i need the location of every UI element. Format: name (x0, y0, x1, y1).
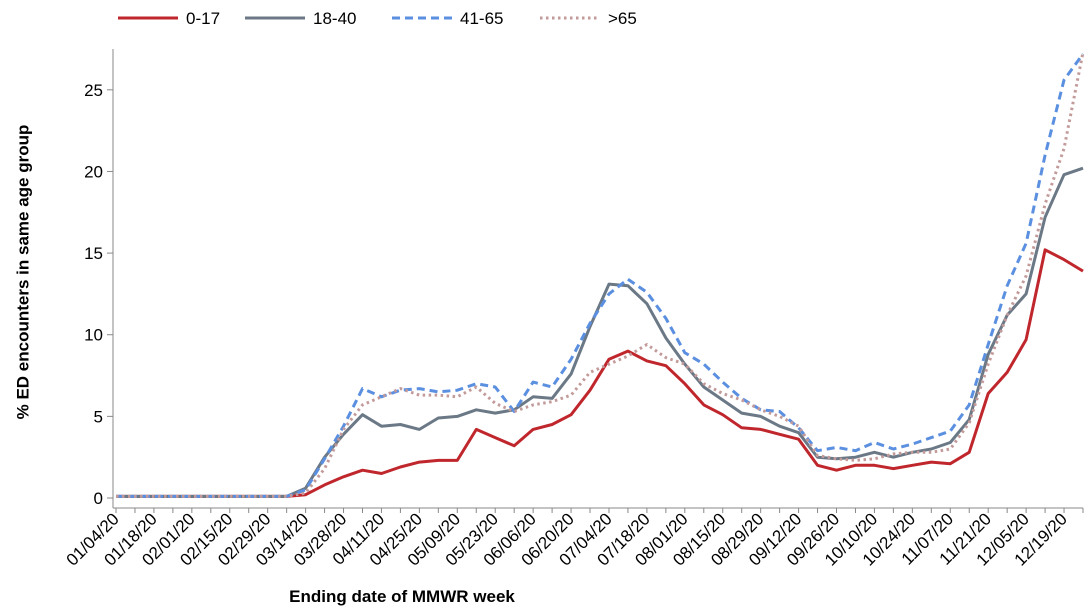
series-line (116, 166, 1084, 498)
y-tick-label: 20 (84, 162, 103, 181)
legend-label: 0-17 (186, 9, 220, 28)
series-line (116, 53, 1085, 498)
y-tick-label: 5 (94, 407, 103, 426)
legend-label: 41-65 (460, 9, 503, 28)
y-tick-label: 10 (84, 326, 103, 345)
series-line (116, 248, 1084, 498)
legend-label: >65 (608, 9, 637, 28)
series-line (116, 52, 1085, 498)
y-tick-label: 25 (84, 81, 103, 100)
y-tick-label: 15 (84, 244, 103, 263)
y-tick-label: 0 (94, 489, 103, 508)
legend-label: 18-40 (313, 9, 356, 28)
y-axis-title: % ED encounters in same age group (13, 125, 32, 420)
x-axis-title: Ending date of MMWR week (289, 587, 515, 606)
